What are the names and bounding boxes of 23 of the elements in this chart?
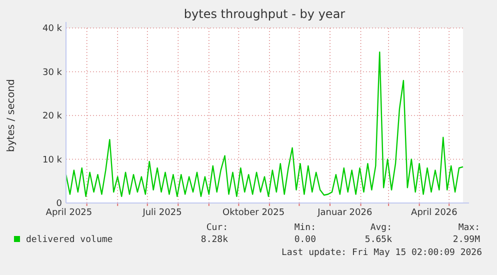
text: 0.00 bbox=[294, 235, 316, 245]
y-axis-title: bytes / second bbox=[6, 79, 17, 152]
x-tick-label: Oktober 2025 bbox=[222, 208, 285, 218]
x-tick-label: April 2026 bbox=[411, 208, 458, 218]
text: Max: bbox=[458, 223, 480, 233]
x-tick-label: April 2025 bbox=[46, 208, 92, 218]
text: Min: bbox=[294, 223, 316, 233]
y-tick-label: 40 k bbox=[42, 24, 63, 34]
text: 2.99M bbox=[452, 235, 481, 245]
text: Cur: bbox=[206, 223, 228, 233]
text: 5.65k bbox=[364, 235, 393, 245]
y-tick-label: 10 k bbox=[42, 155, 63, 166]
chart-title: bytes throughput - by year bbox=[184, 7, 346, 21]
text: Avg: bbox=[370, 223, 392, 233]
line-series bbox=[65, 51, 464, 198]
y-tick-label: 30 k bbox=[42, 68, 63, 78]
text: 8.28k bbox=[200, 235, 229, 245]
x-tick-label: Juli 2025 bbox=[142, 208, 182, 218]
y-tick-label: 20 k bbox=[42, 112, 63, 122]
x-tick-label: Januar 2026 bbox=[316, 208, 372, 218]
y-tick-label: 0 bbox=[56, 199, 62, 209]
text: Last update: Fri May 15 02:00:09 2026 bbox=[282, 248, 482, 258]
legend-label: delivered volume bbox=[26, 235, 113, 245]
